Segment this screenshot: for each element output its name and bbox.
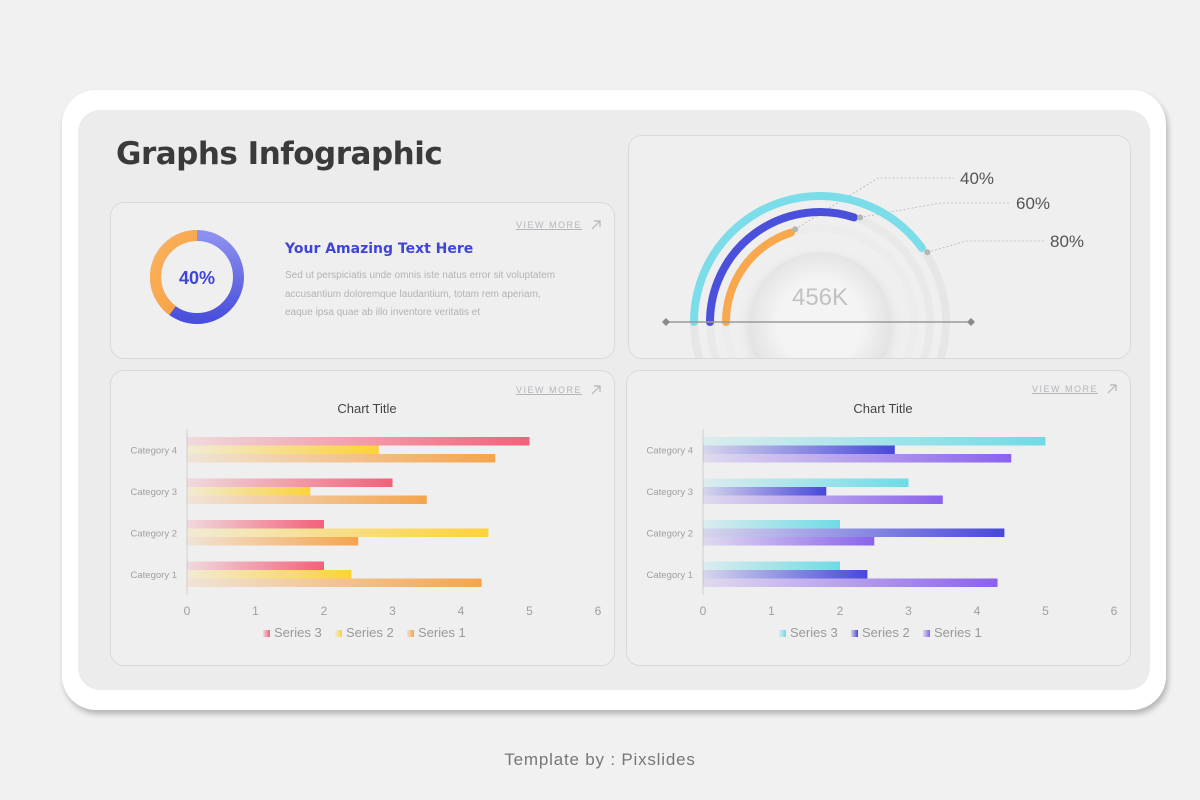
baseline-left-marker bbox=[662, 318, 670, 326]
bar bbox=[703, 520, 840, 529]
legend-swatch bbox=[779, 630, 786, 637]
legend-label: Series 1 bbox=[934, 625, 982, 640]
bar bbox=[703, 561, 840, 570]
card-heading: Your Amazing Text Here bbox=[285, 241, 474, 257]
gauge-center-label: 456K bbox=[792, 284, 848, 311]
donut-label: 40% bbox=[179, 268, 215, 288]
bar bbox=[187, 520, 324, 529]
arrow-up-right-icon bbox=[591, 220, 601, 230]
x-tick-label: 0 bbox=[700, 604, 707, 618]
bar bbox=[703, 478, 909, 487]
x-tick-label: 5 bbox=[1042, 604, 1049, 618]
view-more-link[interactable]: VIEW MORE bbox=[516, 384, 602, 396]
bar bbox=[703, 487, 827, 496]
gauge-leader-line bbox=[927, 240, 1044, 253]
legend-swatch bbox=[335, 630, 342, 637]
bar bbox=[187, 437, 530, 446]
legend-swatch bbox=[851, 630, 858, 637]
bar bbox=[187, 561, 324, 570]
bar bbox=[187, 454, 496, 463]
legend-swatch bbox=[263, 630, 270, 637]
view-more-label: VIEW MORE bbox=[1031, 384, 1098, 394]
x-tick-label: 4 bbox=[974, 604, 981, 618]
x-tick-label: 0 bbox=[184, 604, 191, 618]
bar bbox=[187, 487, 311, 496]
legend-label: Series 2 bbox=[862, 625, 910, 640]
arrow-up-right-icon bbox=[591, 385, 601, 395]
x-tick-label: 4 bbox=[458, 604, 465, 618]
gauge-leader-line bbox=[794, 177, 954, 230]
gauge-leader-dot bbox=[792, 226, 799, 233]
view-more-link[interactable]: VIEW MORE bbox=[1032, 383, 1118, 395]
category-label: Category 3 bbox=[131, 487, 177, 498]
legend-label: Series 1 bbox=[418, 625, 466, 640]
category-label: Category 3 bbox=[647, 487, 693, 498]
gauge-arc bbox=[690, 192, 926, 326]
bar bbox=[187, 537, 359, 546]
bar bbox=[187, 528, 489, 537]
x-tick-label: 3 bbox=[389, 604, 396, 618]
bar bbox=[703, 495, 943, 504]
gauge-arc-label: 80% bbox=[1050, 232, 1084, 251]
view-more-label: VIEW MORE bbox=[515, 385, 582, 395]
x-tick-label: 6 bbox=[1111, 604, 1118, 618]
bar bbox=[703, 437, 1046, 446]
category-label: Category 4 bbox=[647, 445, 693, 456]
gauge-leader-dot bbox=[924, 249, 931, 256]
bar-chart-card-2: VIEW MORE Chart Title Category 1 Category … bbox=[626, 370, 1131, 666]
gauge-leader-line bbox=[860, 202, 1010, 218]
chart-title: Chart Title bbox=[853, 401, 912, 416]
bar bbox=[187, 570, 352, 579]
x-tick-label: 1 bbox=[252, 604, 259, 618]
category-label: Category 2 bbox=[647, 528, 693, 539]
footer-credit: Template by : Pixslides bbox=[504, 750, 696, 769]
x-tick-label: 1 bbox=[768, 604, 775, 618]
bar bbox=[187, 445, 379, 454]
bar bbox=[703, 570, 868, 579]
legend-label: Series 3 bbox=[274, 625, 322, 640]
bar bbox=[703, 578, 998, 587]
bar bbox=[187, 478, 393, 487]
legend-swatch bbox=[407, 630, 414, 637]
bar-chart-2: Chart Title Category 1 Category 2 Category … bbox=[647, 401, 1118, 640]
gauge-arc bbox=[722, 228, 795, 326]
category-label: Category 1 bbox=[647, 570, 693, 581]
bar bbox=[703, 445, 895, 454]
x-tick-label: 3 bbox=[905, 604, 912, 618]
bar bbox=[703, 537, 875, 546]
gauge-arc bbox=[706, 208, 858, 326]
bar-chart-1: Chart Title Category 1 Category 2 Category … bbox=[131, 401, 602, 640]
category-label: Category 4 bbox=[131, 445, 177, 456]
gauge-hub bbox=[750, 252, 890, 358]
page-title: Graphs Infographic bbox=[116, 136, 443, 172]
card-body-text: Sed ut perspiciatis unde omnis iste natu… bbox=[285, 270, 556, 318]
category-label: Category 1 bbox=[131, 570, 177, 581]
donut-chart: 40% bbox=[150, 230, 244, 324]
info-card: VIEW MORE 40% Your Amazing Text Here Sed… bbox=[110, 202, 615, 359]
bar-chart-card-1: VIEW MORE Chart Title Category 1 Category … bbox=[110, 370, 615, 666]
bar bbox=[187, 578, 482, 587]
x-tick-label: 2 bbox=[321, 604, 328, 618]
view-more-link[interactable]: VIEW MORE bbox=[516, 219, 602, 231]
category-label: Category 2 bbox=[131, 528, 177, 539]
legend-label: Series 2 bbox=[346, 625, 394, 640]
gauge-arc-label: 60% bbox=[1016, 194, 1050, 213]
view-more-label: VIEW MORE bbox=[515, 220, 582, 230]
baseline-right-marker bbox=[967, 318, 975, 326]
chart-title: Chart Title bbox=[337, 401, 396, 416]
arrow-up-right-icon bbox=[1107, 384, 1117, 394]
gauge-card: 40% 60% 80% 456K bbox=[628, 135, 1131, 359]
legend-label: Series 3 bbox=[790, 625, 838, 640]
legend-swatch bbox=[923, 630, 930, 637]
gauge-chart: 40% 60%80% 456K bbox=[662, 169, 1084, 358]
gauge-leader-dot bbox=[857, 214, 864, 221]
donut-slice bbox=[150, 230, 198, 316]
bar bbox=[187, 495, 427, 504]
x-tick-label: 2 bbox=[837, 604, 844, 618]
gauge-arc-label: 40% bbox=[960, 169, 994, 188]
x-tick-label: 5 bbox=[526, 604, 533, 618]
x-tick-label: 6 bbox=[595, 604, 602, 618]
bar bbox=[703, 528, 1005, 537]
bar bbox=[703, 454, 1012, 463]
